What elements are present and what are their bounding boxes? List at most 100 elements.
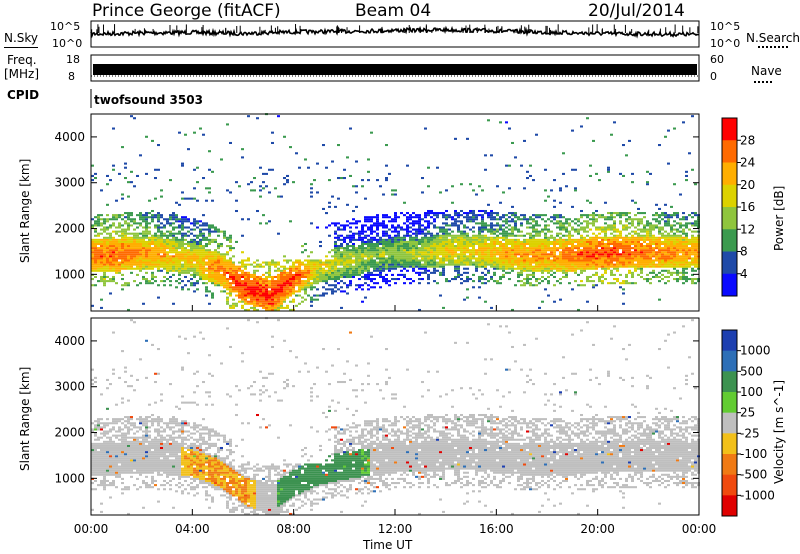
- power-cell: [469, 255, 472, 258]
- power-cell: [376, 263, 379, 266]
- power-cell: [535, 257, 538, 260]
- power-cell: [673, 251, 676, 254]
- power-cell: [193, 240, 196, 243]
- power-cell: [271, 168, 274, 171]
- power-cell: [646, 181, 649, 184]
- power-cell: [103, 261, 106, 264]
- power-cell: [334, 236, 337, 239]
- power-cell: [136, 267, 139, 270]
- power-cell: [259, 282, 262, 285]
- power-cell: [466, 271, 469, 274]
- power-cell: [658, 271, 661, 274]
- power-cell: [265, 263, 268, 266]
- power-cell: [520, 245, 523, 248]
- power-cell: [106, 214, 109, 217]
- power-cell: [127, 226, 130, 229]
- power-cell: [481, 278, 484, 281]
- nsearch-label: N.Search: [746, 31, 800, 45]
- power-cell: [502, 275, 505, 279]
- power-cell: [112, 275, 115, 279]
- power-cell: [667, 280, 670, 283]
- power-cell: [214, 275, 217, 279]
- power-cell: [400, 253, 403, 256]
- power-cell: [385, 144, 388, 147]
- power-cell: [424, 269, 427, 272]
- power-cell: [346, 273, 349, 276]
- power-cell: [334, 224, 337, 227]
- power-cell: [598, 179, 601, 182]
- power-cell: [355, 261, 358, 264]
- power-cell: [586, 259, 589, 262]
- power-cell: [400, 228, 403, 231]
- power-cell: [121, 278, 124, 281]
- power-cell: [301, 245, 304, 248]
- power-cell: [352, 275, 355, 279]
- power-cell: [307, 286, 310, 289]
- power-cell: [409, 218, 412, 221]
- power-cell: [625, 247, 628, 250]
- power-cell: [304, 259, 307, 262]
- power-cell: [367, 234, 370, 237]
- power-cell: [475, 251, 478, 254]
- power-cell: [565, 249, 568, 252]
- power-cell: [607, 255, 610, 258]
- power-cell: [241, 296, 244, 299]
- power-cell: [490, 240, 493, 243]
- power-cell: [445, 278, 448, 281]
- power-cell: [316, 282, 319, 285]
- power-cell: [535, 267, 538, 270]
- power-cell: [310, 265, 313, 268]
- power-cell: [415, 228, 418, 231]
- power-cell: [421, 265, 424, 268]
- power-cell: [544, 232, 547, 235]
- power-cell: [487, 253, 490, 256]
- power-cell: [271, 284, 274, 287]
- power-cell: [301, 251, 304, 254]
- power-cell: [364, 197, 367, 200]
- power-cell: [523, 267, 526, 270]
- power-cell: [166, 259, 169, 262]
- power-cell: [415, 238, 418, 241]
- power-cell: [469, 245, 472, 248]
- power-cell: [454, 259, 457, 262]
- power-cell: [559, 228, 562, 231]
- power-cell: [373, 249, 376, 252]
- power-cell: [223, 280, 226, 283]
- power-cell: [466, 280, 469, 283]
- power-cell: [244, 292, 247, 295]
- power-cell: [667, 129, 670, 132]
- power-cell: [139, 232, 142, 235]
- power-cell: [622, 228, 625, 231]
- power-cell: [115, 242, 118, 246]
- power-cell: [145, 218, 148, 221]
- power-cell: [277, 296, 280, 299]
- power-cell: [160, 240, 163, 243]
- power-cell: [595, 234, 598, 237]
- power-cell: [121, 263, 124, 266]
- power-cell: [379, 253, 382, 256]
- power-cell: [121, 273, 124, 276]
- power-cell: [478, 242, 481, 246]
- power-cell: [652, 234, 655, 237]
- power-cell: [226, 288, 229, 291]
- power-cell: [556, 263, 559, 266]
- power-cell: [169, 263, 172, 266]
- power-cell: [274, 261, 277, 264]
- power-cell: [160, 230, 163, 233]
- power-cell: [271, 263, 274, 266]
- power-cell: [538, 238, 541, 241]
- power-cell: [112, 222, 115, 225]
- power-cell: [163, 263, 166, 266]
- power-cell: [529, 240, 532, 243]
- power-cell: [628, 269, 631, 272]
- power-cell: [319, 278, 322, 281]
- power-cell: [193, 251, 196, 254]
- power-cell: [337, 238, 340, 241]
- power-cell: [133, 249, 136, 252]
- power-cell: [466, 288, 469, 291]
- power-cell: [655, 275, 658, 279]
- power-cell: [658, 253, 661, 256]
- power-cell: [250, 189, 253, 192]
- power-cell: [526, 242, 529, 246]
- power-cell: [385, 265, 388, 268]
